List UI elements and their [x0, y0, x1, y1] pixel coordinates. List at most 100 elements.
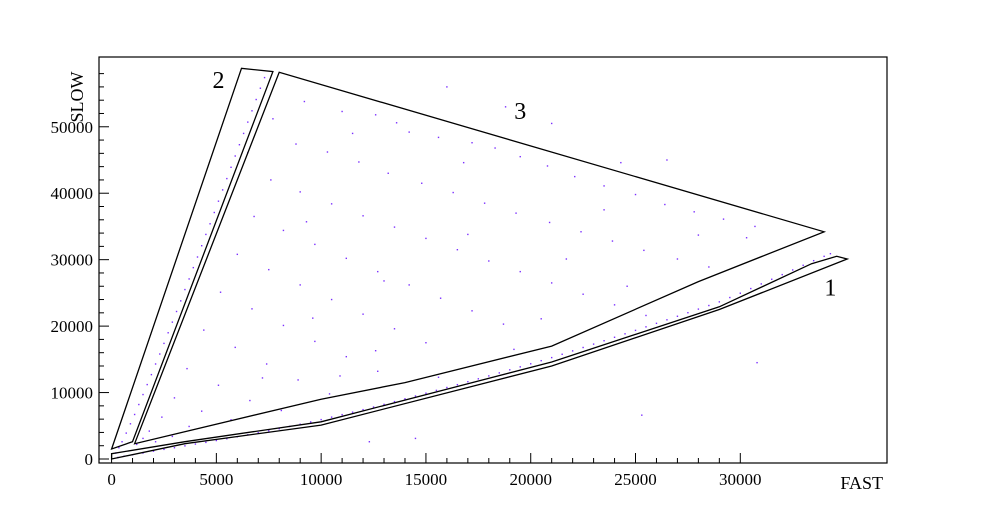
- point-scatter: [483, 202, 486, 204]
- point-scatter: [548, 221, 551, 224]
- point-fast-band: [540, 359, 542, 362]
- point-scatter: [305, 221, 308, 223]
- point-fast-band: [519, 366, 521, 368]
- point-fast-band: [215, 439, 218, 442]
- point-scatter: [374, 350, 377, 352]
- point-slow-band: [159, 353, 161, 355]
- point-scatter: [613, 304, 616, 306]
- point-scatter: [603, 185, 605, 187]
- x-tick-label: 30000: [719, 470, 762, 489]
- point-scatter: [488, 260, 490, 262]
- y-tick-label: 20000: [51, 317, 94, 336]
- y-tick-label: 30000: [51, 251, 94, 270]
- x-axis-ticks: 0 5000 10000 15000 20000 25000 30000: [107, 453, 762, 489]
- point-scatter: [393, 328, 396, 330]
- point-fast-band: [812, 259, 815, 262]
- point-fast-band: [173, 447, 176, 449]
- point-scatter: [626, 285, 628, 287]
- point-scatter: [188, 425, 190, 428]
- point-slow-band: [234, 155, 236, 157]
- point-scatter: [550, 282, 553, 284]
- point-fast-band: [320, 418, 322, 421]
- point-scatter: [408, 284, 410, 286]
- point-slow-band: [154, 363, 157, 365]
- point-scatter: [580, 231, 582, 233]
- point-scatter: [754, 225, 756, 228]
- point-scatter: [186, 367, 188, 370]
- point-scatter: [519, 155, 521, 158]
- point-scatter: [697, 234, 700, 236]
- point-slow-band: [118, 447, 120, 449]
- point-slow-band: [221, 189, 224, 191]
- point-slow-band: [255, 98, 257, 101]
- point-scatter: [282, 229, 285, 232]
- point-scatter: [456, 249, 459, 251]
- point-scatter: [326, 151, 329, 153]
- point-scatter: [236, 253, 239, 256]
- y-tick-label: 10000: [51, 384, 94, 403]
- point-scatter: [393, 226, 396, 228]
- point-scatter: [664, 203, 666, 206]
- point-scatter: [452, 191, 454, 194]
- point-fast-band: [184, 445, 186, 447]
- point-scatter: [519, 270, 521, 273]
- point-scatter: [641, 414, 643, 416]
- point-fast-band: [498, 372, 500, 374]
- point-slow-band: [200, 245, 203, 247]
- point-slow-band: [142, 393, 144, 396]
- point-slow-band: [146, 383, 148, 386]
- point-slow-band: [213, 211, 215, 214]
- point-fast-band: [791, 269, 794, 271]
- point-slow-band: [259, 87, 262, 89]
- point-slow-band: [205, 233, 207, 236]
- point-scatter: [462, 161, 465, 164]
- point-fast-band: [603, 340, 605, 342]
- point-fast-band: [676, 315, 679, 317]
- point-slow-band: [138, 403, 140, 406]
- point-slow-band: [263, 76, 266, 79]
- plot-frame: [98, 56, 888, 464]
- point-fast-band: [152, 450, 155, 452]
- y-tick-label: 0: [85, 450, 94, 469]
- point-fast-band: [477, 378, 480, 380]
- point-slow-band: [167, 332, 169, 334]
- point-fast-band: [802, 264, 804, 267]
- point-fast-band: [729, 296, 731, 299]
- point-fast-band: [425, 392, 427, 394]
- point-fast-band: [278, 428, 280, 430]
- point-scatter: [219, 291, 222, 293]
- point-fast-band: [330, 416, 333, 418]
- point-fast-band: [414, 395, 417, 397]
- x-tick-label: 5000: [199, 470, 233, 489]
- point-fast-band: [561, 353, 563, 355]
- point-scatter: [339, 375, 341, 377]
- point-fast-band: [226, 438, 228, 440]
- point-fast-band: [467, 381, 469, 383]
- point-scatter: [312, 317, 314, 319]
- point-scatter: [351, 132, 354, 135]
- point-scatter: [645, 314, 647, 317]
- point-scatter: [299, 284, 301, 286]
- point-scatter: [471, 310, 473, 312]
- point-fast-band: [645, 326, 647, 328]
- point-slow-band: [188, 278, 190, 280]
- point-slow-band: [226, 177, 228, 180]
- point-scatter: [611, 240, 614, 242]
- x-tick-label: 15000: [405, 470, 448, 489]
- point-scatter: [161, 416, 163, 418]
- region-3-label: 3: [514, 99, 526, 125]
- point-scatter: [439, 297, 442, 299]
- point-scatter: [377, 370, 379, 372]
- x-tick-label: 25000: [614, 470, 657, 489]
- point-fast-band: [655, 322, 658, 325]
- point-fast-band: [435, 389, 438, 392]
- x-tick-label: 20000: [509, 470, 552, 489]
- point-slow-band: [230, 166, 232, 168]
- point-fast-band: [205, 441, 207, 444]
- point-scatter: [142, 437, 144, 440]
- point-slow-band: [196, 256, 199, 258]
- point-scatter: [414, 437, 417, 440]
- point-scatter: [666, 159, 668, 161]
- point-scatter: [515, 212, 517, 214]
- point-fast-band: [530, 363, 532, 365]
